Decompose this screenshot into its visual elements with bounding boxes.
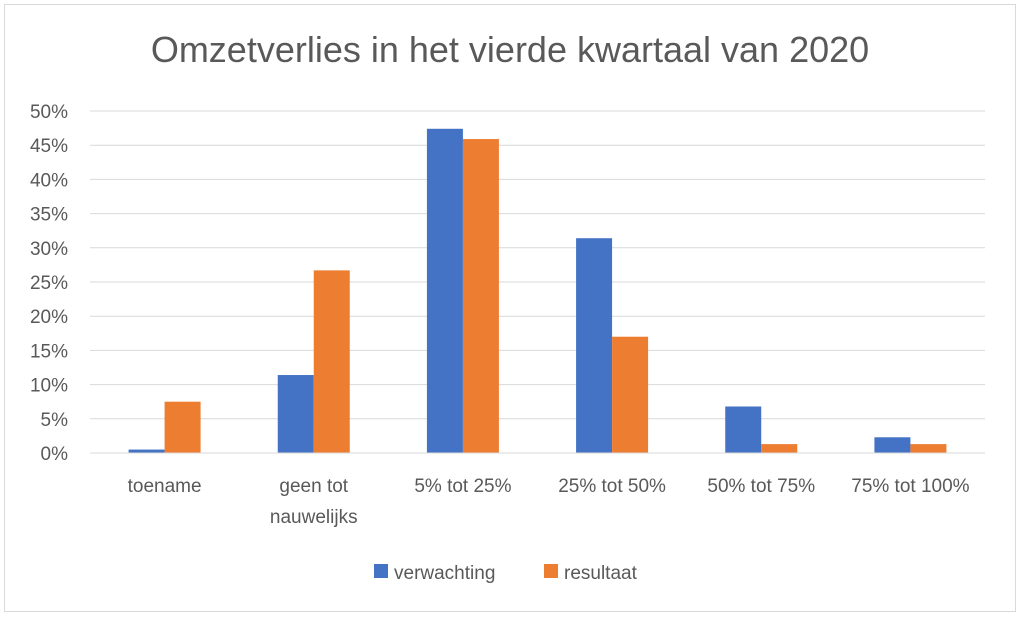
bar-resultaat xyxy=(910,444,947,453)
bar-verwachting xyxy=(725,406,762,453)
legend-swatch-verwachting xyxy=(374,564,388,578)
y-tick-label: 35% xyxy=(30,205,68,226)
bar-resultaat xyxy=(612,336,649,453)
legend-label-resultaat: resultaat xyxy=(564,563,638,584)
x-tick-label: geen tot nauwelijks xyxy=(270,476,358,528)
bar-resultaat xyxy=(761,444,798,453)
legend: verwachting resultaat xyxy=(374,563,638,584)
bar-verwachting xyxy=(128,449,165,453)
bar-resultaat xyxy=(313,270,350,453)
bar-verwachting xyxy=(576,238,613,453)
bar-verwachting xyxy=(277,375,314,453)
x-tick-label: 50% tot 75% xyxy=(707,476,815,497)
y-axis-labels: 0% 5% 10% 15% 20% 25% 30% 35% 40% 45% 50% xyxy=(30,102,68,465)
y-tick-label: 25% xyxy=(30,273,68,294)
bar-verwachting xyxy=(426,128,463,453)
x-tick-label: toename xyxy=(128,476,202,497)
y-tick-label: 45% xyxy=(30,136,68,157)
x-tick-label: 5% tot 25% xyxy=(414,476,511,497)
bars xyxy=(128,128,947,453)
y-tick-label: 10% xyxy=(30,376,68,397)
legend-swatch-resultaat xyxy=(544,564,558,578)
x-tick-label: 25% tot 50% xyxy=(558,476,666,497)
x-axis-labels: toename geen tot nauwelijks 5% tot 25% 25% t… xyxy=(128,476,970,528)
gridlines xyxy=(90,110,985,420)
chart-frame xyxy=(4,4,1016,612)
x-tick-label: 75% tot 100% xyxy=(851,476,969,497)
y-tick-label: 5% xyxy=(41,410,69,431)
chart-title: Omzetverlies in het vierde kwartaal van … xyxy=(151,29,869,70)
bar-resultaat xyxy=(164,401,201,453)
y-tick-label: 0% xyxy=(41,444,69,465)
legend-label-verwachting: verwachting xyxy=(394,563,495,584)
y-tick-label: 20% xyxy=(30,307,68,328)
bar-verwachting xyxy=(874,437,911,453)
y-tick-label: 40% xyxy=(30,170,68,191)
y-tick-label: 50% xyxy=(30,102,68,123)
y-tick-label: 15% xyxy=(30,341,68,362)
y-tick-label: 30% xyxy=(30,239,68,260)
bar-resultaat xyxy=(462,139,499,453)
